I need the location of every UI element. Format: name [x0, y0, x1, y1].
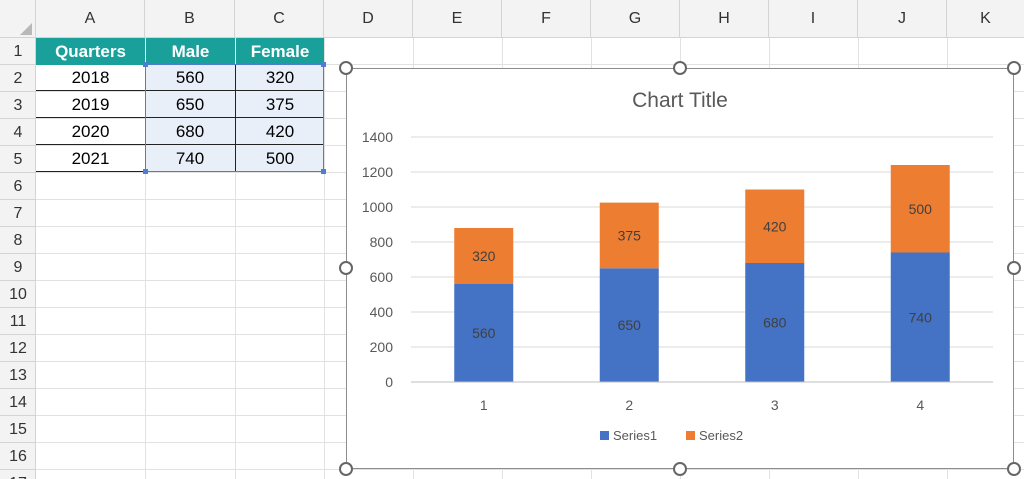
- data-label[interactable]: 500: [909, 201, 933, 217]
- table-cell-male[interactable]: 650: [145, 91, 235, 118]
- row-header[interactable]: 4: [0, 119, 36, 146]
- column-header-c[interactable]: C: [235, 0, 324, 38]
- table-cell-quarter[interactable]: 2018: [36, 64, 145, 91]
- chart-resize-handle-top[interactable]: [673, 61, 687, 75]
- table-cell-male[interactable]: 560: [145, 64, 235, 91]
- selection-fill-handle[interactable]: [321, 169, 326, 174]
- y-tick-label: 0: [385, 374, 393, 390]
- table-cell-female[interactable]: 375: [235, 91, 324, 118]
- row-header[interactable]: 7: [0, 200, 36, 227]
- bar-series2[interactable]: [745, 189, 805, 264]
- row-header[interactable]: 1: [0, 38, 36, 65]
- legend-swatch: [686, 431, 695, 440]
- table-header-male[interactable]: Male: [145, 38, 235, 65]
- x-tick-label: 4: [916, 397, 924, 413]
- data-label[interactable]: 375: [618, 227, 642, 243]
- row-header[interactable]: 13: [0, 362, 36, 389]
- column-header-g[interactable]: G: [591, 0, 680, 38]
- y-tick-label: 400: [370, 304, 394, 320]
- bar-series1[interactable]: [599, 268, 659, 382]
- chart-resize-handle-right[interactable]: [1007, 261, 1021, 275]
- row-header[interactable]: 3: [0, 92, 36, 119]
- chart-resize-handle-top-left[interactable]: [339, 61, 353, 75]
- chart-resize-handle-bottom-right[interactable]: [1007, 462, 1021, 476]
- bar-series1[interactable]: [454, 284, 514, 382]
- row-header-bar: 1 2 3 4 5 6 7 8 9 10 11 12 13 14 15 16 1…: [0, 38, 36, 479]
- table-cell-female[interactable]: 420: [235, 118, 324, 145]
- row-header[interactable]: 9: [0, 254, 36, 281]
- row-header[interactable]: 16: [0, 443, 36, 470]
- chart-resize-handle-bottom-left[interactable]: [339, 462, 353, 476]
- table-cell-quarter[interactable]: 2020: [36, 118, 145, 145]
- legend-label[interactable]: Series1: [613, 428, 657, 443]
- selection-handle[interactable]: [143, 169, 148, 174]
- column-header-f[interactable]: F: [502, 0, 591, 38]
- row-header[interactable]: 17: [0, 470, 36, 479]
- select-all-triangle-icon: [20, 23, 32, 35]
- column-header-j[interactable]: J: [858, 0, 947, 38]
- select-all-corner[interactable]: [0, 0, 36, 38]
- chart-title[interactable]: Chart Title: [632, 89, 728, 112]
- column-header-k[interactable]: K: [980, 10, 991, 27]
- table-header-female[interactable]: Female: [235, 38, 324, 65]
- y-tick-label: 600: [370, 269, 394, 285]
- bar-series2[interactable]: [599, 202, 659, 269]
- bar-series1[interactable]: [745, 263, 805, 382]
- x-tick-label: 3: [771, 397, 779, 413]
- row-header[interactable]: 8: [0, 227, 36, 254]
- y-tick-label: 1200: [362, 164, 393, 180]
- row-header[interactable]: 15: [0, 416, 36, 443]
- chart-resize-handle-bottom[interactable]: [673, 462, 687, 476]
- column-header-h[interactable]: H: [680, 0, 769, 38]
- bar-series1[interactable]: [890, 252, 950, 383]
- row-header[interactable]: 10: [0, 281, 36, 308]
- y-tick-label: 1400: [362, 129, 393, 145]
- table-cell-female[interactable]: 500: [235, 145, 324, 172]
- column-header-d[interactable]: D: [324, 0, 413, 38]
- data-label[interactable]: 560: [472, 325, 496, 341]
- table-header-quarters[interactable]: Quarters: [36, 38, 145, 65]
- bar-series2[interactable]: [454, 228, 514, 284]
- column-header-i[interactable]: I: [769, 0, 858, 38]
- y-tick-label: 1000: [362, 199, 393, 215]
- x-tick-label: 2: [625, 397, 633, 413]
- y-tick-label: 200: [370, 339, 394, 355]
- column-header-b[interactable]: B: [145, 0, 235, 38]
- table-cell-male[interactable]: 740: [145, 145, 235, 172]
- table-cell-quarter[interactable]: 2019: [36, 91, 145, 118]
- bar-series2[interactable]: [890, 165, 950, 253]
- x-tick-label: 1: [480, 397, 488, 413]
- y-tick-label: 800: [370, 234, 394, 250]
- table-cell-female[interactable]: 320: [235, 64, 324, 91]
- row-header[interactable]: 2: [0, 65, 36, 92]
- selected-range[interactable]: [145, 64, 324, 172]
- column-header-a[interactable]: A: [36, 0, 145, 38]
- column-header-e[interactable]: E: [413, 0, 502, 38]
- chart-area[interactable]: Chart Title 0 200 400 600 800 1000 1200 1400 56…: [346, 68, 1014, 469]
- data-label[interactable]: 650: [618, 317, 642, 333]
- data-label[interactable]: 740: [909, 309, 933, 325]
- legend-swatch: [600, 431, 609, 440]
- data-label[interactable]: 680: [763, 315, 787, 331]
- table-cell-male[interactable]: 680: [145, 118, 235, 145]
- row-header[interactable]: 14: [0, 389, 36, 416]
- row-header[interactable]: 12: [0, 335, 36, 362]
- table-cell-quarter[interactable]: 2021: [36, 145, 145, 172]
- row-header[interactable]: 11: [0, 308, 36, 335]
- row-header[interactable]: 6: [0, 173, 36, 200]
- data-label[interactable]: 420: [763, 218, 787, 234]
- selection-handle[interactable]: [143, 62, 148, 67]
- selection-handle[interactable]: [321, 62, 326, 67]
- chart-resize-handle-left[interactable]: [339, 261, 353, 275]
- legend-label[interactable]: Series2: [699, 428, 743, 443]
- data-label[interactable]: 320: [472, 248, 496, 264]
- stacked-column-chart: Chart Title 0 200 400 600 800 1000 1200 1400 56…: [362, 89, 993, 443]
- column-header-bar: [0, 0, 1024, 38]
- row-header[interactable]: 5: [0, 146, 36, 173]
- chart-resize-handle-top-right[interactable]: [1007, 61, 1021, 75]
